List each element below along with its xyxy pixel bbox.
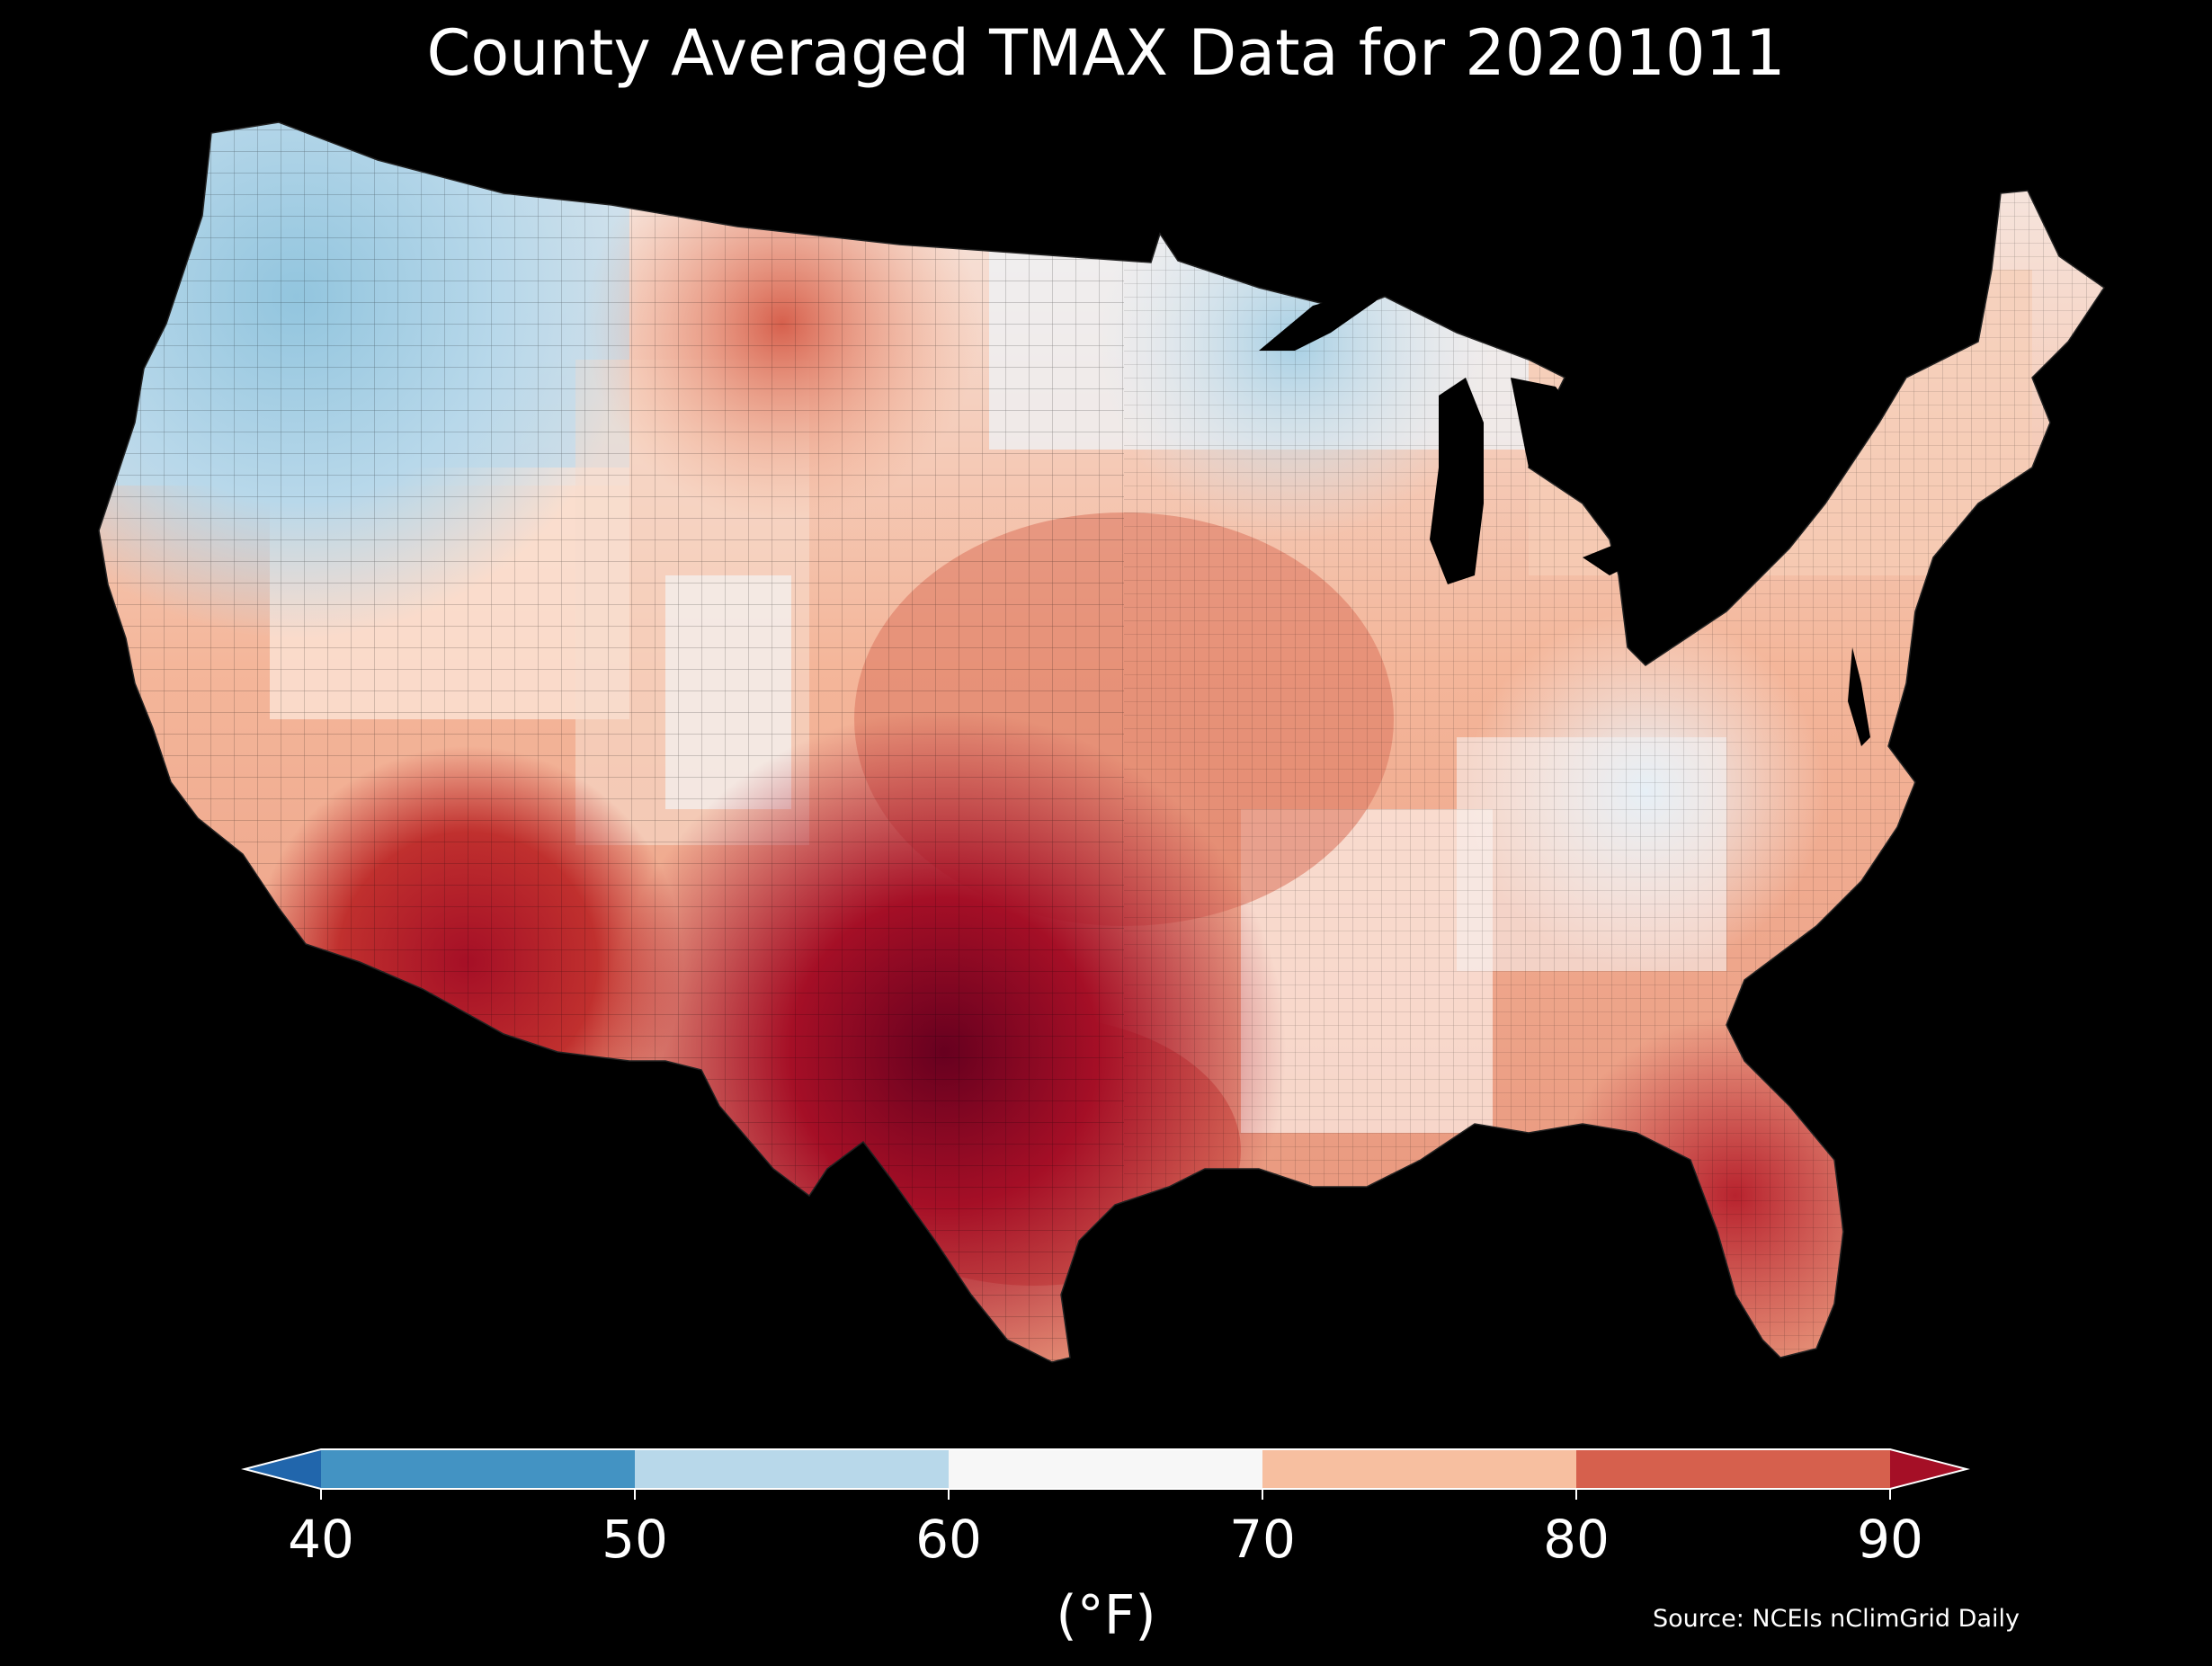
colorbar-bin <box>321 1449 636 1489</box>
colorbar-tick-label: 80 <box>1543 1509 1610 1570</box>
lake-superior <box>1259 270 1403 351</box>
lake-huron <box>1511 378 1583 477</box>
colorbar-tick-label: 50 <box>602 1509 668 1570</box>
lake-michigan <box>1430 378 1484 584</box>
chesapeake-bay <box>1848 647 1870 746</box>
colorbar-bin <box>949 1449 1263 1489</box>
source-credit: Source: NCEIs nClimGrid Daily <box>1653 1605 2020 1633</box>
colorbar-tick-label: 70 <box>1229 1509 1296 1570</box>
map-title: County Averaged TMAX Data for 20201011 <box>426 16 1786 90</box>
lake-ontario <box>1726 468 1789 499</box>
colorbar-tick-label: 60 <box>915 1509 982 1570</box>
colorbar-extend-high <box>1890 1449 1967 1489</box>
great-lakes <box>1259 270 1789 584</box>
colorbar-bin <box>635 1449 950 1489</box>
colorbar-bin <box>1576 1449 1891 1489</box>
colorbar-extend-low <box>245 1449 321 1489</box>
lake-erie <box>1583 503 1708 575</box>
units-label: (°F) <box>1056 1584 1156 1647</box>
colorbar-tick-label: 90 <box>1857 1509 1923 1570</box>
colorbar-tick-label: 40 <box>288 1509 354 1570</box>
colorbar-bin <box>1262 1449 1577 1489</box>
